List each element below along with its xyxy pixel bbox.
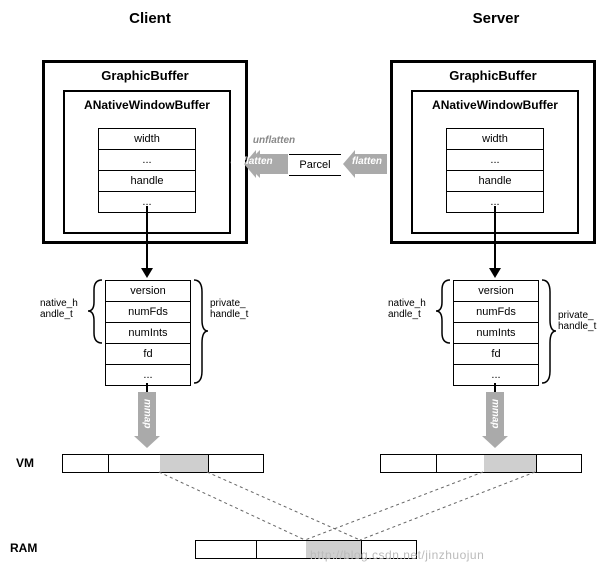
diagram-canvas: { "titles": { "client": "Client", "serve…: [0, 0, 611, 575]
mapping-lines: [0, 0, 611, 575]
watermark: http://blog.csdn.net/jinzhuojun: [310, 548, 484, 562]
